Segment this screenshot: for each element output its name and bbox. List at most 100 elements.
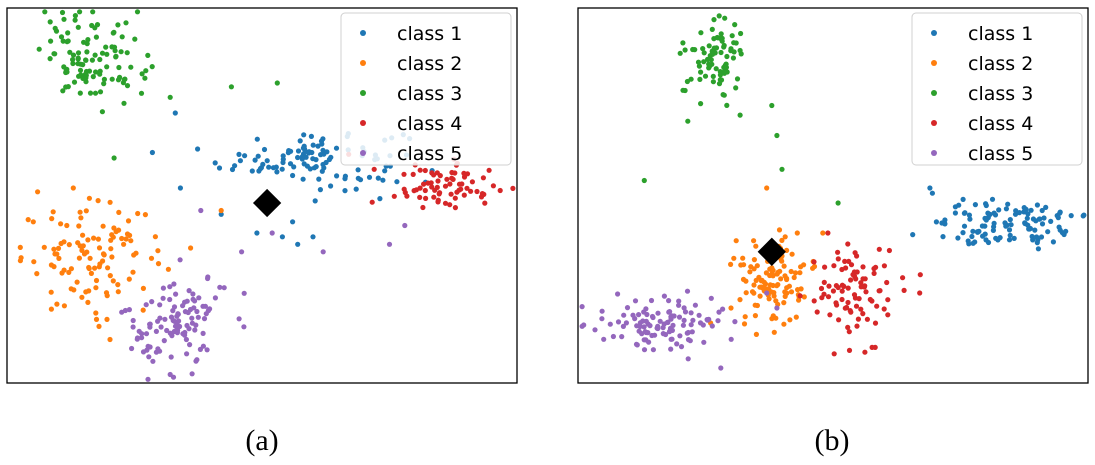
point-a-class3-20 (124, 50, 130, 56)
point-a-class2-25 (127, 232, 133, 238)
point-b-class4-50 (834, 302, 840, 308)
point-a-class1-84 (319, 168, 325, 174)
point-a-class1-42 (312, 198, 318, 204)
marker-b (757, 237, 786, 266)
point-b-class3-35 (684, 78, 691, 85)
point-b-class5-32 (646, 339, 652, 345)
point-b-class2-110 (764, 185, 770, 191)
legend-label-b-class2: class 2 (968, 53, 1033, 75)
point-a-class3-46 (134, 9, 141, 15)
point-a-class3-25 (143, 68, 149, 74)
point-b-class5-93 (681, 305, 687, 311)
point-a-class4-32 (448, 191, 454, 197)
point-a-class5-87 (155, 346, 161, 352)
point-a-class1-65 (313, 157, 319, 163)
point-b-class5-34 (716, 309, 722, 315)
point-a-class5-106 (204, 347, 210, 353)
point-b-class2-92 (801, 262, 807, 268)
point-b-class1-17 (1032, 227, 1038, 233)
point-a-class2-74 (17, 258, 23, 264)
point-b-class2-35 (787, 317, 793, 323)
subcaption-a: (a) (245, 424, 278, 457)
point-a-class2-66 (85, 299, 91, 305)
point-a-class3-68 (67, 49, 73, 55)
point-b-class3-0 (695, 59, 702, 65)
point-a-class5-58 (147, 344, 153, 350)
point-b-class4-27 (867, 296, 873, 303)
legend-label-a-class1: class 1 (397, 23, 462, 45)
point-a-class2-67 (61, 303, 67, 309)
point-a-class4-9 (442, 200, 449, 206)
point-a-class1-16 (195, 146, 201, 152)
point-a-class1-39 (279, 166, 285, 172)
point-b-class3-36 (702, 73, 709, 79)
point-b-class2-9 (793, 314, 799, 320)
point-a-class1-111 (177, 185, 183, 191)
point-b-class1-45 (1045, 229, 1051, 235)
point-a-class3-71 (71, 79, 78, 85)
point-b-class2-104 (784, 276, 790, 283)
point-a-class2-59 (96, 323, 102, 329)
point-b-class1-40 (965, 238, 971, 244)
point-a-class1-19 (232, 163, 238, 169)
point-a-class3-10 (65, 30, 71, 36)
point-b-class1-94 (955, 235, 961, 241)
point-b-class1-62 (942, 221, 948, 227)
point-b-class4-89 (831, 263, 837, 269)
point-b-class1-7 (929, 190, 936, 196)
point-b-class4-70 (831, 351, 837, 357)
point-a-class5-111 (239, 249, 245, 255)
point-a-class5-70 (186, 288, 192, 294)
point-b-class1-18 (1006, 227, 1013, 233)
point-b-class2-105 (771, 329, 777, 335)
point-b-class4-61 (845, 299, 851, 306)
point-a-class5-40 (146, 354, 152, 360)
point-a-class3-58 (111, 44, 118, 50)
point-a-class5-35 (129, 345, 135, 352)
point-b-class1-49 (1034, 202, 1040, 208)
point-a-class5-99 (200, 330, 206, 336)
point-b-class2-2 (757, 293, 763, 299)
point-b-class1-105 (991, 224, 997, 230)
point-b-class1-109 (961, 210, 968, 216)
point-b-class3-80 (641, 177, 647, 184)
point-a-class2-44 (107, 273, 113, 279)
point-b-class5-38 (688, 310, 694, 316)
point-a-class1-114 (279, 234, 285, 240)
point-a-class5-92 (126, 307, 132, 313)
point-a-class3-85 (116, 64, 122, 71)
point-a-class2-87 (74, 279, 80, 285)
point-a-class5-34 (177, 257, 183, 263)
point-a-class3-47 (75, 61, 81, 67)
point-b-class5-70 (648, 297, 655, 304)
point-b-class2-62 (741, 321, 748, 327)
point-a-class2-29 (17, 244, 23, 250)
point-b-class5-75 (657, 318, 663, 324)
point-a-class3-4 (77, 90, 83, 96)
point-b-class4-85 (858, 284, 864, 290)
point-b-class1-57 (1003, 206, 1010, 212)
point-a-class4-64 (461, 170, 467, 176)
point-a-class2-93 (25, 217, 31, 223)
point-b-class5-30 (682, 309, 689, 315)
point-a-class5-10 (164, 327, 170, 334)
point-a-class2-40 (49, 216, 55, 222)
point-a-class3-12 (99, 50, 106, 56)
point-b-class1-61 (910, 232, 916, 238)
point-b-class5-57 (688, 322, 694, 328)
point-a-class1-100 (318, 138, 325, 144)
point-b-class5-43 (649, 332, 655, 339)
point-b-class1-100 (1057, 210, 1063, 216)
point-a-class5-96 (202, 303, 208, 309)
point-b-class2-44 (792, 270, 799, 276)
point-a-class5-95 (193, 358, 199, 364)
point-a-class3-109 (167, 94, 173, 100)
point-a-class5-110 (198, 207, 204, 214)
point-a-class2-103 (116, 227, 122, 233)
point-b-class1-103 (976, 228, 982, 234)
point-b-class3-13 (730, 55, 737, 61)
point-b-class1-60 (1034, 240, 1040, 246)
point-a-class2-101 (79, 294, 85, 300)
point-b-class5-17 (666, 298, 672, 304)
point-a-class3-80 (52, 51, 58, 57)
